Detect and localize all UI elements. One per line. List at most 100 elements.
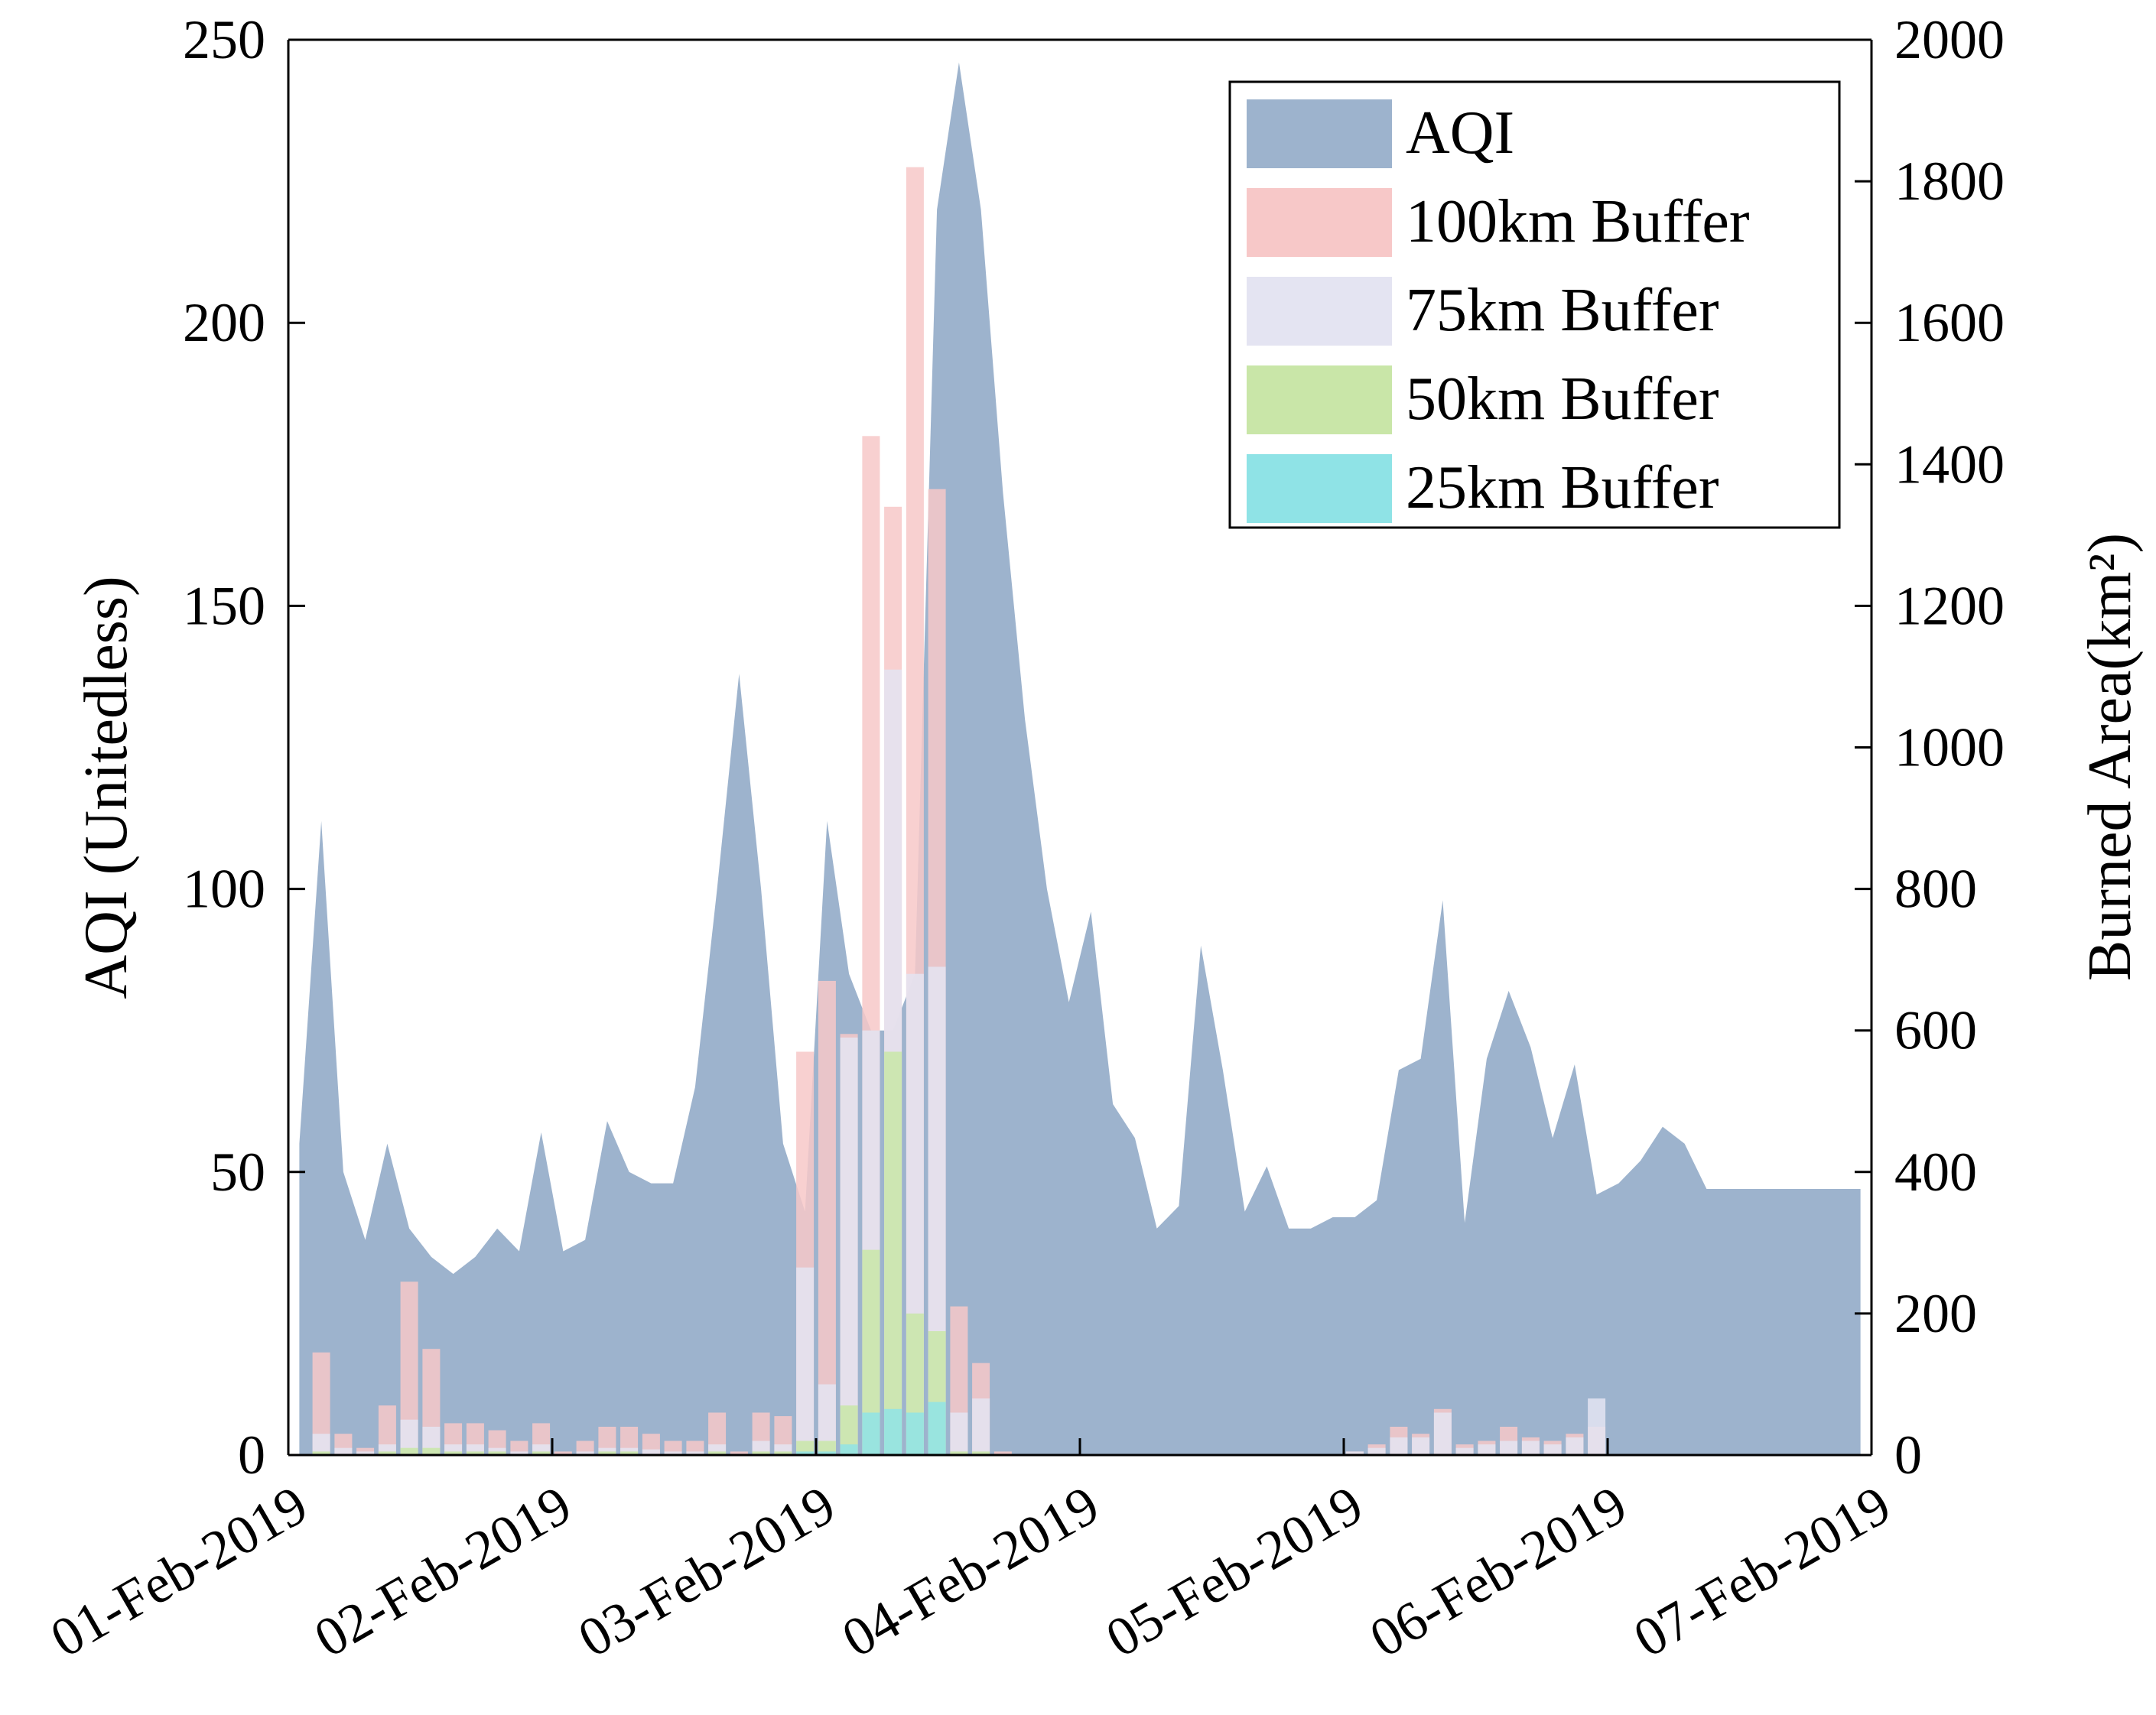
buffer-bars-layer: [312, 167, 1606, 1456]
bar-25km-buffer: [840, 1444, 858, 1455]
bar-50km-buffer: [444, 1451, 463, 1455]
bar-75km-buffer: [1367, 1447, 1386, 1455]
y-tick-label-right: 1200: [1894, 575, 2005, 636]
bar-100km-buffer: [356, 1447, 375, 1455]
x-tick-label: 03-Feb-2019: [568, 1474, 845, 1669]
bar-50km-buffer: [950, 1451, 968, 1455]
bar-75km-buffer: [576, 1451, 594, 1455]
y-tick-label-left: 100: [183, 859, 265, 920]
legend-label: 75km Buffer: [1406, 277, 1719, 344]
bar-75km-buffer: [972, 1398, 990, 1455]
bar-50km-buffer: [400, 1447, 418, 1455]
legend-label: 100km Buffer: [1406, 188, 1750, 255]
x-tick-label: 07-Feb-2019: [1624, 1474, 1901, 1669]
axes: [287, 38, 1873, 1457]
bar-100km-buffer: [664, 1441, 682, 1455]
aqi-area: [299, 62, 1861, 1456]
bar-75km-buffer: [488, 1447, 506, 1455]
bar-75km-buffer: [1566, 1437, 1584, 1455]
bar-25km-buffer: [862, 1412, 880, 1455]
bar-50km-buffer: [884, 1051, 902, 1455]
bar-75km-buffer: [796, 1267, 815, 1455]
bar-75km-buffer: [400, 1419, 418, 1455]
x-tick-label: 01-Feb-2019: [41, 1474, 317, 1669]
bar-25km-buffer: [796, 1451, 815, 1455]
y-tick-label-left: 50: [210, 1142, 265, 1203]
y-tick-label-right: 1000: [1894, 717, 2005, 778]
y-tick-label-right: 600: [1894, 1000, 1977, 1061]
bar-50km-buffer: [312, 1451, 330, 1455]
aqi-area-layer: [299, 62, 1861, 1456]
bar-50km-buffer: [620, 1451, 639, 1455]
bar-25km-buffer: [906, 1412, 924, 1455]
bar-75km-buffer: [664, 1451, 682, 1455]
bar-75km-buffer: [1345, 1451, 1364, 1455]
legend-swatch: [1247, 365, 1392, 434]
bar-100km-buffer: [510, 1441, 528, 1455]
bar-75km-buffer: [312, 1434, 330, 1455]
legend-label: 50km Buffer: [1406, 365, 1719, 433]
bar-50km-buffer: [972, 1451, 990, 1455]
legend-items: AQI 100km Buffer 75km Buffer 50km Buffer 25k…: [1247, 99, 1750, 523]
bar-75km-buffer: [620, 1447, 639, 1455]
bar-75km-buffer: [1478, 1444, 1496, 1455]
x-tick-label: 02-Feb-2019: [304, 1474, 581, 1669]
bar-75km-buffer: [356, 1451, 375, 1455]
bar-75km-buffer: [818, 1384, 836, 1455]
bar-25km-buffer: [928, 1402, 946, 1455]
bar-100km-buffer: [378, 1405, 396, 1455]
y-tick-label-right: 800: [1894, 859, 1977, 920]
y-tick-label-right: 1600: [1894, 292, 2005, 353]
legend-label: AQI: [1406, 99, 1514, 167]
bar-75km-buffer: [1500, 1441, 1518, 1455]
bar-50km-buffer: [796, 1441, 815, 1455]
bar-100km-buffer: [686, 1441, 704, 1455]
bar-75km-buffer: [1521, 1441, 1540, 1455]
y-tick-label-left: 150: [183, 575, 265, 636]
bar-50km-buffer: [840, 1405, 858, 1455]
bar-100km-buffer: [400, 1281, 418, 1455]
y-tick-label-right: 200: [1894, 1283, 1977, 1344]
x-tick-label: 04-Feb-2019: [832, 1474, 1109, 1669]
bar-75km-buffer: [1588, 1398, 1606, 1455]
bar-100km-buffer: [576, 1441, 594, 1455]
bar-75km-buffer: [840, 1038, 858, 1455]
bar-50km-buffer: [488, 1451, 506, 1455]
legend-swatch: [1247, 99, 1392, 168]
bar-50km-buffer: [862, 1249, 880, 1455]
y-tick-label-right: 2000: [1894, 9, 2005, 70]
bar-100km-buffer: [730, 1451, 748, 1455]
bar-75km-buffer: [334, 1447, 353, 1455]
bar-50km-buffer: [752, 1451, 770, 1455]
bar-75km-buffer: [1433, 1412, 1452, 1455]
y-tick-label-right: 0: [1894, 1424, 1922, 1486]
legend: AQI 100km Buffer 75km Buffer 50km Buffer 25k…: [1228, 80, 1841, 529]
bar-50km-buffer: [708, 1451, 727, 1455]
x-tick-label: 06-Feb-2019: [1360, 1474, 1637, 1669]
bar-50km-buffer: [774, 1451, 792, 1455]
y-tick-label-left: 0: [238, 1424, 265, 1486]
bar-100km-buffer: [312, 1352, 330, 1455]
y-tick-label-left: 200: [183, 292, 265, 353]
bar-100km-buffer: [993, 1451, 1012, 1455]
bar-100km-buffer: [818, 980, 836, 1455]
y-axis-label-left: AQI (Unitedless): [73, 576, 140, 999]
bar-75km-buffer: [752, 1441, 770, 1455]
y-tick-label-left: 250: [183, 9, 265, 70]
bar-75km-buffer: [642, 1449, 660, 1455]
bar-75km-buffer: [1390, 1437, 1408, 1455]
bar-25km-buffer: [884, 1408, 902, 1455]
bar-50km-buffer: [598, 1451, 616, 1455]
bar-75km-buffer: [686, 1451, 704, 1455]
y-tick-label-right: 1800: [1894, 151, 2005, 212]
bar-75km-buffer: [1543, 1444, 1562, 1455]
legend-swatch: [1247, 188, 1392, 257]
legend-swatch: [1247, 454, 1392, 523]
y-tick-label-right: 400: [1894, 1142, 1977, 1203]
x-tick-label: 05-Feb-2019: [1096, 1474, 1373, 1669]
bar-50km-buffer: [378, 1451, 396, 1455]
bar-25km-buffer: [818, 1451, 836, 1455]
bar-75km-buffer: [1455, 1447, 1474, 1455]
bar-75km-buffer: [1412, 1437, 1430, 1455]
